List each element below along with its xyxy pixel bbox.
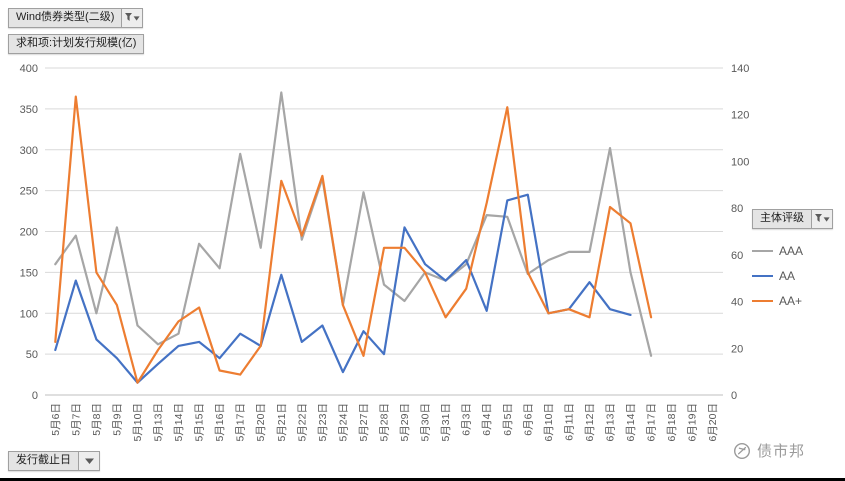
field-button-rating-label: 主体评级 xyxy=(760,212,804,224)
watermark-text: 债市邦 xyxy=(756,443,805,460)
category-label: 5月29日 xyxy=(399,403,411,442)
category-label: 6月19日 xyxy=(687,403,699,442)
left-axis-label: 50 xyxy=(26,349,38,361)
field-button-rating[interactable]: 主体评级 xyxy=(752,209,833,229)
category-label: 6月20日 xyxy=(707,403,719,442)
category-label: 5月24日 xyxy=(337,403,349,442)
left-axis-label: 250 xyxy=(20,186,38,198)
category-label: 6月17日 xyxy=(646,403,658,442)
category-label: 5月20日 xyxy=(255,403,267,442)
category-label: 5月30日 xyxy=(420,403,432,442)
category-label: 5月13日 xyxy=(153,403,165,442)
legend-label: AAA xyxy=(779,244,804,258)
left-axis-label: 100 xyxy=(20,308,38,320)
category-label: 6月13日 xyxy=(605,403,617,442)
category-label: 5月14日 xyxy=(173,403,185,442)
category-label: 5月10日 xyxy=(132,403,144,442)
right-axis-label: 0 xyxy=(731,390,737,402)
series-line-AAA[interactable] xyxy=(54,91,653,357)
category-label: 5月7日 xyxy=(70,403,82,436)
category-label: 6月14日 xyxy=(625,403,637,442)
left-axis-label: 400 xyxy=(20,63,38,75)
category-label: 6月3日 xyxy=(461,403,473,436)
category-label: 5月15日 xyxy=(194,403,206,442)
legend: 主体评级 AAA AA AA+ xyxy=(752,208,845,308)
category-label: 6月18日 xyxy=(666,403,678,442)
legend-items: AAA AA AA+ xyxy=(752,244,845,308)
field-button-value[interactable]: 求和项:计划发行规模(亿) xyxy=(8,34,145,54)
watermark-logo-icon xyxy=(733,442,750,459)
category-label: 6月10日 xyxy=(543,403,555,442)
filter-dropdown-icon[interactable] xyxy=(121,9,143,27)
bottom-border-bar xyxy=(0,478,845,481)
series-line-AA[interactable] xyxy=(54,193,632,384)
funnel-caret-icon xyxy=(124,13,140,21)
legend-line-swatch xyxy=(752,250,773,252)
field-button-axis[interactable]: 发行截止日 xyxy=(8,451,100,471)
axis-filter-dropdown-icon[interactable] xyxy=(78,452,99,470)
legend-item-AA+[interactable]: AA+ xyxy=(752,294,845,308)
funnel-caret-icon xyxy=(814,214,830,222)
series-line-AA+[interactable] xyxy=(54,95,653,384)
legend-label: AA+ xyxy=(779,294,803,308)
right-axis-label: 20 xyxy=(731,343,743,355)
legend-item-AAA[interactable]: AAA xyxy=(752,244,845,258)
category-label: 5月8日 xyxy=(91,403,103,436)
legend-filter-dropdown-icon[interactable] xyxy=(811,210,832,228)
legend-label: AA xyxy=(779,269,796,283)
left-axis-label: 350 xyxy=(20,104,38,116)
watermark: 债市邦 xyxy=(733,440,805,461)
category-label: 6月11日 xyxy=(563,403,575,441)
field-button-value-label: 求和项:计划发行规模(亿) xyxy=(16,37,137,49)
category-label: 5月22日 xyxy=(296,403,308,442)
caret-down-icon xyxy=(84,458,94,464)
category-label: 6月4日 xyxy=(481,403,493,436)
right-axis-label: 40 xyxy=(731,297,743,309)
category-label: 6月5日 xyxy=(502,403,514,436)
left-axis-label: 300 xyxy=(20,145,38,157)
category-label: 5月9日 xyxy=(111,403,123,436)
category-label: 5月21日 xyxy=(276,403,288,442)
category-label: 5月27日 xyxy=(358,403,370,442)
right-axis-label: 80 xyxy=(731,203,743,215)
category-label: 5月23日 xyxy=(317,403,329,442)
right-axis-label: 120 xyxy=(731,110,749,122)
category-label: 5月17日 xyxy=(235,403,247,442)
field-button-bond-type-label: Wind债券类型(二级) xyxy=(16,11,115,23)
field-button-bond-type[interactable]: Wind债券类型(二级) xyxy=(8,8,144,28)
legend-line-swatch xyxy=(752,275,773,277)
category-label: 5月28日 xyxy=(379,403,391,442)
legend-line-swatch xyxy=(752,300,773,302)
right-axis-label: 100 xyxy=(731,156,749,168)
left-axis-label: 150 xyxy=(20,267,38,279)
category-label: 5月31日 xyxy=(440,403,452,442)
legend-item-AA[interactable]: AA xyxy=(752,269,845,283)
right-axis-label: 140 xyxy=(731,63,749,75)
category-label: 5月16日 xyxy=(214,403,226,442)
category-label: 6月6日 xyxy=(522,403,534,436)
category-label: 6月12日 xyxy=(584,403,596,442)
left-axis-label: 200 xyxy=(20,227,38,239)
left-axis-label: 0 xyxy=(32,390,38,402)
field-button-axis-label: 发行截止日 xyxy=(16,454,71,466)
category-label: 5月6日 xyxy=(50,403,62,436)
right-axis-label: 60 xyxy=(731,250,743,262)
